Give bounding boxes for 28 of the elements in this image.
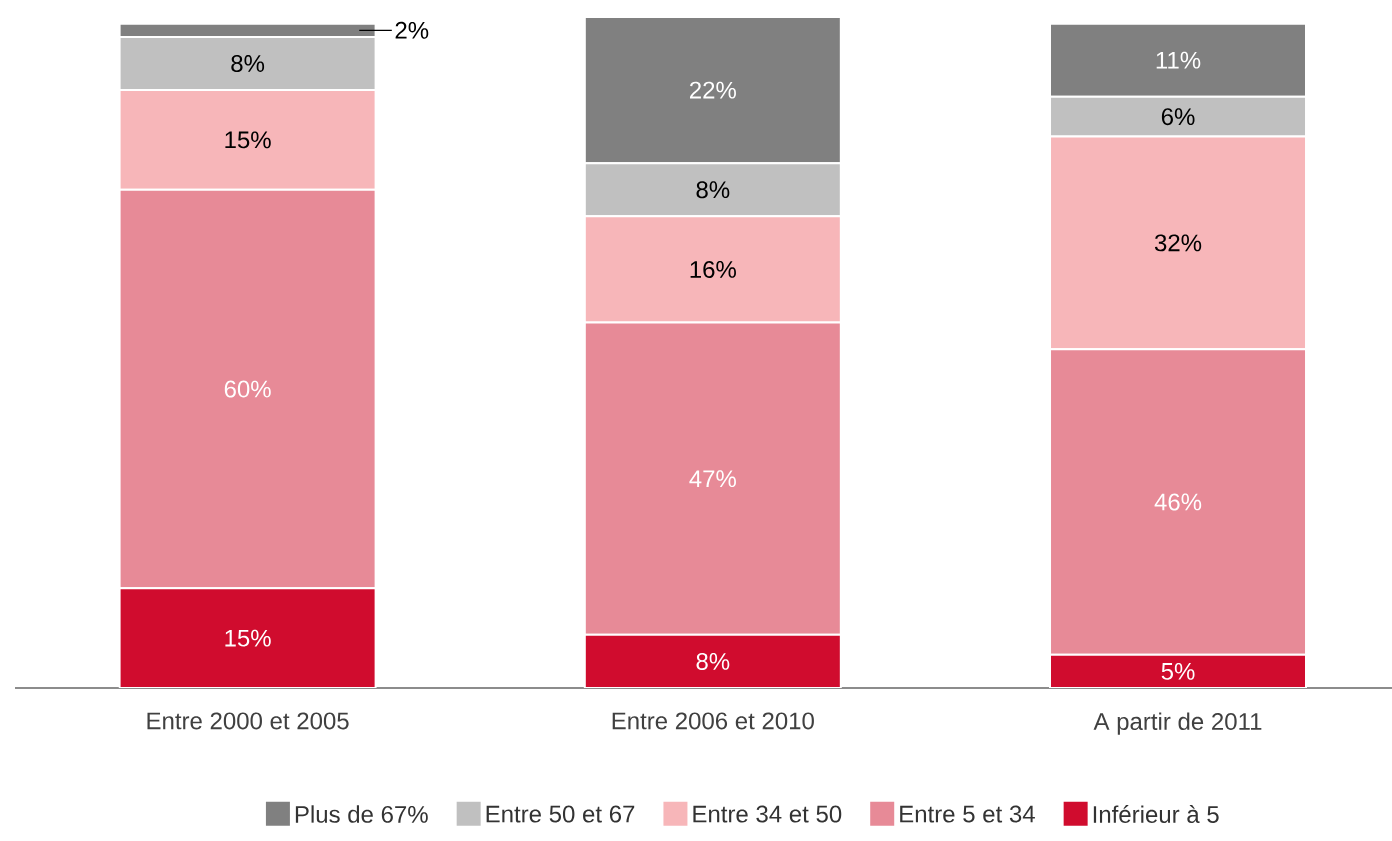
data-label: 15% bbox=[225, 131, 271, 149]
legend-label: Inférieur à 5 bbox=[1093, 805, 1219, 823]
x-tick-label: A partir de 2011 bbox=[1093, 712, 1262, 735]
data-label: 46% bbox=[1154, 493, 1202, 511]
x-tick-label: Entre 2006 et 2010 bbox=[612, 712, 814, 730]
data-label: 8% bbox=[231, 55, 265, 72]
legend-label: Plus de 67% bbox=[295, 805, 428, 823]
legend-label: Entre 50 et 67 bbox=[486, 805, 635, 823]
data-label: 60% bbox=[224, 380, 271, 398]
x-tick-label: Entre 2000 et 2005 bbox=[147, 712, 349, 730]
data-label: 8% bbox=[696, 652, 730, 670]
legend-label: Entre 5 et 34 bbox=[900, 805, 1035, 823]
data-label: 11% bbox=[1156, 51, 1201, 69]
data-label: 6% bbox=[1161, 108, 1195, 126]
data-label: 5% bbox=[1161, 662, 1195, 680]
data-label: 22% bbox=[689, 81, 736, 99]
bar bbox=[1049, 653, 1308, 688]
data-label: 15% bbox=[225, 629, 271, 647]
data-label: 47% bbox=[689, 470, 736, 488]
data-label: 8% bbox=[696, 181, 730, 199]
data-label: 32% bbox=[1154, 234, 1202, 252]
data-label: 16% bbox=[690, 260, 736, 278]
bar bbox=[583, 633, 842, 688]
bar bbox=[583, 16, 842, 165]
bar bbox=[118, 587, 377, 688]
legend-label: Entre 34 et 50 bbox=[693, 805, 842, 823]
data-label: 2% bbox=[395, 21, 429, 39]
bar bbox=[1049, 22, 1308, 98]
